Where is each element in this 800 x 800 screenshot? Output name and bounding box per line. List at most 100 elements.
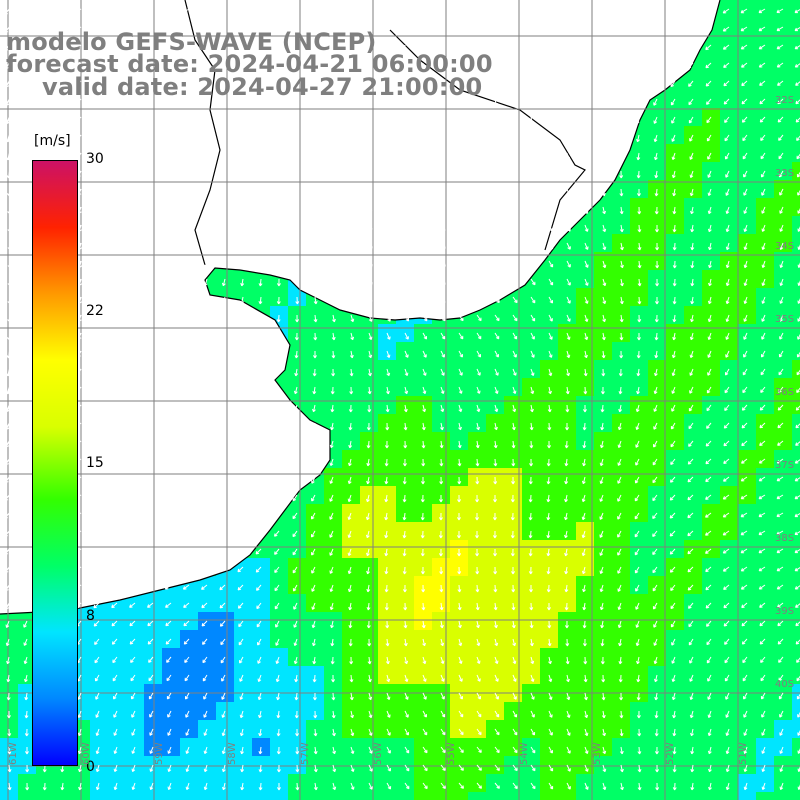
wind-arrow — [795, 405, 800, 411]
wind-arrow — [439, 44, 444, 53]
wind-arrow — [95, 260, 100, 269]
wind-arrow — [23, 386, 28, 395]
wind-arrow — [22, 8, 28, 15]
wind-arrow — [5, 440, 10, 448]
wind-arrow — [403, 602, 408, 611]
wind-arrow — [494, 368, 499, 376]
wind-arrow — [705, 440, 712, 447]
wind-arrow — [238, 404, 244, 412]
wind-arrow — [237, 80, 244, 87]
wind-arrow — [148, 152, 154, 160]
lat-label: 35S — [775, 314, 795, 325]
wind-arrow — [796, 153, 800, 160]
wind-speed-cell — [576, 792, 594, 800]
wind-arrow — [23, 98, 28, 106]
lon-label: 61W — [8, 742, 19, 765]
wind-arrow — [57, 44, 64, 51]
wind-arrow — [366, 26, 370, 35]
wind-speed-cell — [792, 108, 800, 126]
wind-arrow — [95, 188, 100, 196]
wind-arrow — [167, 332, 172, 340]
wind-arrow — [347, 44, 352, 53]
wind-arrow — [440, 728, 446, 736]
wind-arrow — [23, 80, 28, 88]
wind-arrow — [368, 350, 373, 359]
wind-arrow — [22, 566, 28, 574]
wind-arrow — [420, 512, 425, 521]
wind-arrow — [671, 692, 676, 701]
wind-arrow — [653, 404, 658, 412]
wind-arrow — [653, 116, 658, 124]
wind-arrow — [584, 728, 589, 737]
wind-arrow — [458, 386, 463, 394]
wind-arrow — [742, 386, 748, 394]
wind-arrow — [777, 620, 784, 627]
wind-arrow — [275, 656, 280, 664]
wind-arrow — [602, 746, 607, 755]
wind-arrow — [202, 368, 208, 376]
wind-arrow — [758, 584, 766, 590]
wind-arrow — [759, 98, 766, 105]
wind-arrow — [313, 260, 318, 269]
coastline — [0, 0, 721, 615]
wind-arrow — [349, 350, 354, 359]
wind-arrow — [110, 548, 118, 554]
wind-arrow — [457, 494, 462, 503]
wind-arrow — [743, 206, 748, 214]
wind-arrow — [402, 62, 407, 71]
wind-arrow — [347, 62, 352, 71]
wind-arrow — [422, 746, 428, 754]
wind-arrow — [57, 26, 64, 33]
wind-arrow — [182, 494, 190, 500]
wind-arrow — [165, 404, 172, 411]
wind-arrow — [635, 116, 640, 125]
wind-arrow — [725, 710, 730, 718]
wind-arrow — [761, 350, 766, 358]
wind-arrow — [687, 566, 694, 573]
wind-arrow — [293, 62, 298, 70]
wind-arrow — [275, 638, 280, 646]
wind-arrow — [149, 728, 154, 736]
wind-arrow — [617, 530, 622, 538]
wind-arrow — [184, 656, 190, 663]
wind-arrow — [384, 62, 389, 71]
wind-arrow — [530, 728, 536, 736]
wind-arrow — [617, 422, 622, 431]
wind-arrow — [182, 44, 190, 50]
wind-arrow — [671, 656, 676, 664]
wind-arrow — [636, 656, 640, 665]
wind-arrow — [7, 260, 12, 269]
wind-arrow — [494, 638, 499, 647]
wind-arrow — [795, 117, 800, 123]
wind-arrow — [146, 476, 154, 482]
wind-arrow — [653, 386, 658, 395]
wind-arrow — [688, 638, 694, 646]
wind-arrow — [295, 224, 300, 233]
wind-arrow — [672, 278, 677, 287]
wind-arrow — [258, 278, 263, 287]
wind-arrow — [219, 566, 226, 572]
wind-arrow — [131, 728, 136, 736]
wind-arrow — [421, 620, 426, 629]
wind-arrow — [166, 152, 172, 160]
wind-arrow — [24, 314, 29, 323]
wind-arrow — [619, 314, 624, 323]
wind-arrow — [530, 764, 536, 772]
wind-arrow — [634, 26, 640, 34]
wind-arrow — [147, 422, 154, 429]
wind-arrow — [637, 782, 642, 791]
wind-arrow — [385, 404, 390, 413]
wind-arrow — [276, 332, 281, 341]
wind-arrow — [637, 260, 642, 269]
wind-arrow — [741, 62, 748, 68]
wind-arrow — [202, 152, 208, 160]
wind-arrow — [311, 494, 316, 502]
wind-arrow — [617, 548, 622, 556]
wind-arrow — [440, 422, 444, 431]
wind-arrow — [292, 44, 298, 52]
wind-arrow — [689, 152, 694, 160]
wind-speed-cell — [792, 720, 800, 738]
wind-arrow — [201, 602, 208, 609]
wind-arrow — [149, 314, 154, 322]
wind-arrow — [687, 512, 694, 519]
